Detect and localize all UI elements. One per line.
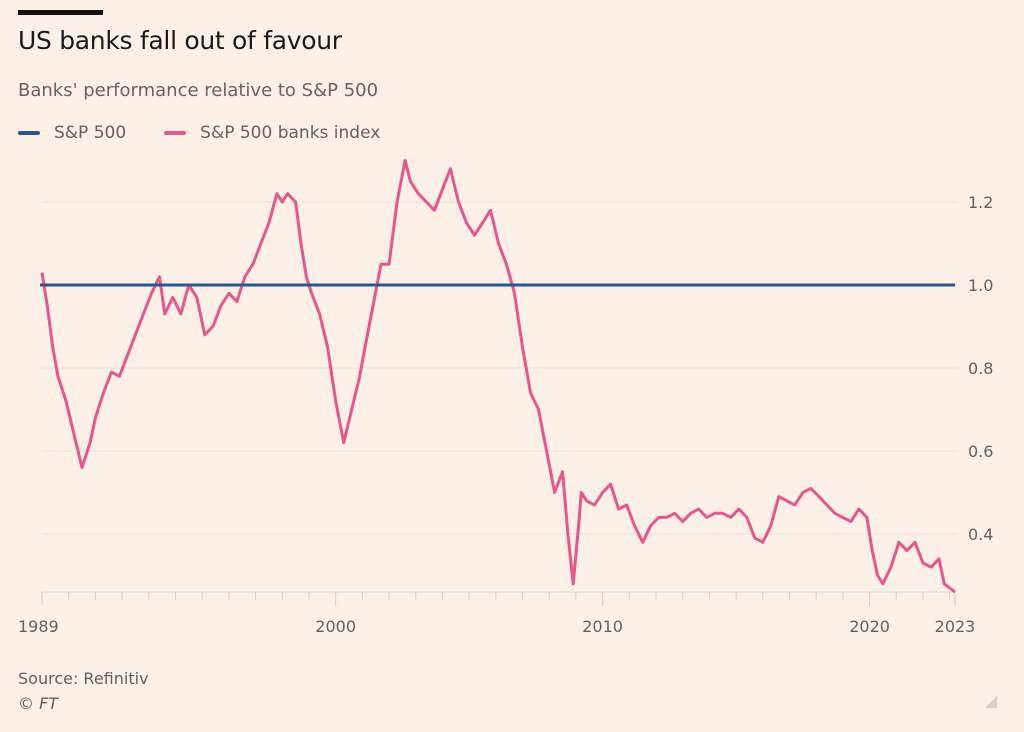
resize-handle-icon[interactable] [985, 696, 997, 708]
x-tick-label: 2010 [582, 617, 623, 636]
y-tick-label: 0.6 [968, 442, 993, 461]
legend-label-sp500: S&P 500 [54, 123, 127, 143]
gridlines [42, 201, 958, 535]
legend-item-banks: S&P 500 banks index [164, 123, 380, 143]
source-note: Source: Refinitiv [18, 669, 149, 688]
y-tick-label: 1.0 [968, 276, 993, 295]
legend-item-sp500: S&P 500 [18, 123, 126, 143]
y-tick-label: 0.8 [968, 359, 993, 378]
header-rule [18, 10, 103, 15]
x-tick-label: 2000 [315, 617, 356, 636]
chart-subtitle: Banks' performance relative to S&P 500 [18, 80, 379, 101]
x-tick-label: 2020 [849, 617, 890, 636]
credit-note: © FT [18, 694, 59, 713]
legend-label-banks: S&P 500 banks index [200, 123, 381, 143]
x-axis: 1989 2000 2010 2020 2023 [18, 591, 976, 636]
y-axis-labels: 0.4 0.6 0.8 1.0 1.2 [968, 193, 993, 544]
legend-swatch-banks [164, 131, 187, 135]
x-tick-label: 1989 [18, 617, 59, 636]
y-tick-label: 0.4 [968, 525, 993, 544]
y-tick-label: 1.2 [968, 193, 993, 212]
chart-title: US banks fall out of favour [18, 26, 342, 55]
legend-swatch-sp500 [18, 131, 40, 135]
series-line-banks-index [40, 159, 956, 594]
legend: S&P 500 S&P 500 banks index [18, 123, 418, 143]
x-tick-label: 2023 [935, 617, 976, 636]
series-lines [40, 159, 956, 594]
